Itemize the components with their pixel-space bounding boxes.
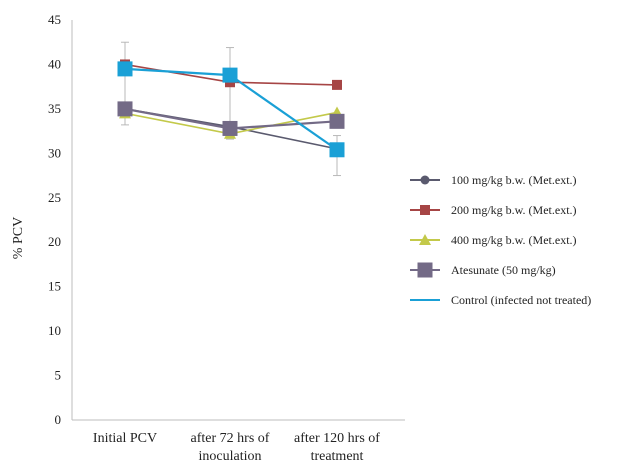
legend-swatch-marker — [420, 205, 430, 215]
data-point — [329, 113, 345, 129]
legend-swatch-marker — [417, 262, 433, 278]
y-tick-label: 5 — [55, 368, 62, 383]
y-tick-label: 40 — [48, 56, 61, 71]
y-tick-label: 20 — [48, 234, 61, 249]
data-point — [329, 142, 345, 158]
error-bars — [121, 41, 341, 177]
x-tick-label-line: after 72 hrs of — [191, 431, 270, 446]
x-tick-label: after 120 hrs of treatment — [294, 431, 380, 464]
legend-swatch-marker — [420, 175, 430, 185]
x-tick-label: after 72 hrs of inoculation — [191, 431, 270, 464]
data-point — [222, 120, 238, 136]
legend: 100 mg/kg b.w. (Met.ext.) 200 mg/kg b.w. … — [410, 173, 591, 307]
y-tick-label: 45 — [48, 12, 61, 27]
y-tick-label: 10 — [48, 323, 61, 338]
data-point — [117, 61, 133, 77]
legend-swatch-marker — [419, 234, 431, 245]
x-tick-label-line: Initial PCV — [93, 431, 157, 446]
x-tick-label-line: treatment — [311, 449, 364, 464]
y-tick-label: 25 — [48, 190, 61, 205]
y-tick-label: 30 — [48, 145, 61, 160]
x-tick-label-line: inoculation — [199, 449, 262, 464]
data-point — [117, 101, 133, 117]
legend-label: 200 mg/kg b.w. (Met.ext.) — [451, 203, 577, 217]
legend-label: Control (infected not treated) — [451, 293, 591, 307]
y-tick-label: 15 — [48, 279, 61, 294]
series-markers — [117, 59, 345, 158]
legend-label: Atesunate (50 mg/kg) — [451, 263, 556, 277]
y-axis-ticks: 0 5 10 15 20 25 30 35 40 45 — [48, 12, 61, 427]
y-tick-label: 35 — [48, 101, 61, 116]
x-tick-label-line: after 120 hrs of — [294, 431, 380, 446]
x-axis-ticks: Initial PCV after 72 hrs of inoculationaft… — [93, 431, 380, 464]
y-tick-label: 0 — [55, 412, 62, 427]
legend-label: 400 mg/kg b.w. (Met.ext.) — [451, 233, 577, 247]
x-tick-label: Initial PCV — [93, 431, 157, 446]
data-point — [222, 67, 238, 83]
y-axis-label: % PCV — [11, 217, 26, 259]
axes — [71, 20, 405, 421]
legend-label: 100 mg/kg b.w. (Met.ext.) — [451, 173, 577, 187]
data-point — [332, 79, 342, 90]
